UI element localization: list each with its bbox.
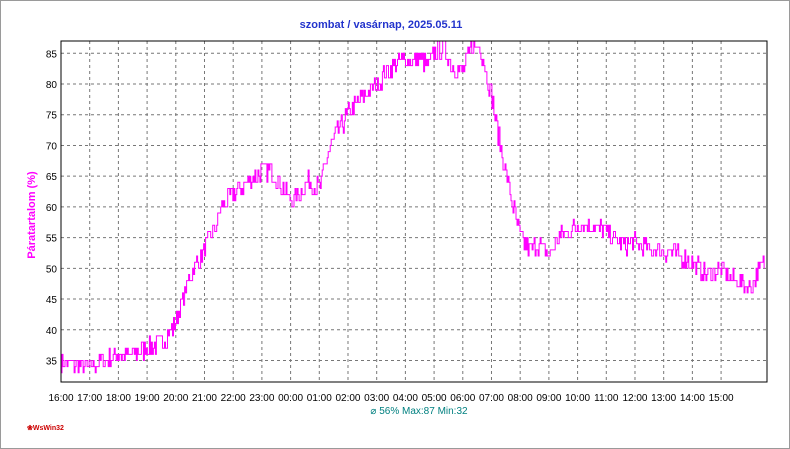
x-tick-label: 11:00	[594, 393, 619, 404]
y-tick-label: 80	[46, 80, 58, 91]
x-tick-label: 06:00	[450, 393, 475, 404]
stats-readout: ⌀ 56% Max:87 Min:32	[370, 406, 468, 417]
y-tick-label: 40	[46, 326, 58, 337]
x-tick-label: 19:00	[135, 393, 160, 404]
x-tick-label: 23:00	[249, 393, 274, 404]
x-tick-label: 02:00	[335, 393, 360, 404]
humidity-series-line	[61, 40, 765, 374]
x-axis-ticks: 16:00 17:00 18:00 19:00 20:00 21:00 22:00 23:00…	[48, 393, 734, 404]
x-tick-label: 09:00	[536, 393, 561, 404]
x-tick-label: 18:00	[106, 393, 131, 404]
y-tick-label: 60	[46, 203, 58, 214]
x-tick-label: 12:00	[622, 393, 647, 404]
x-tick-label: 03:00	[364, 393, 389, 404]
x-tick-label: 10:00	[565, 393, 590, 404]
x-tick-label: 15:00	[709, 393, 734, 404]
x-tick-label: 01:00	[307, 393, 332, 404]
y-tick-label: 65	[46, 172, 58, 183]
y-tick-label: 35	[46, 356, 58, 367]
chart-title: szombat / vasárnap, 2025.05.11	[300, 19, 463, 31]
x-tick-label: 16:00	[48, 393, 73, 404]
x-tick-label: 17:00	[77, 393, 102, 404]
x-tick-label: 21:00	[192, 393, 217, 404]
x-tick-label: 04:00	[393, 393, 418, 404]
y-tick-label: 50	[46, 264, 58, 275]
y-axis-label: Páratartalom (%)	[26, 171, 38, 259]
x-tick-label: 14:00	[680, 393, 705, 404]
y-tick-label: 45	[46, 295, 58, 306]
y-tick-label: 70	[46, 141, 58, 152]
x-tick-label: 05:00	[422, 393, 447, 404]
x-tick-label: 07:00	[479, 393, 504, 404]
y-axis-ticks: 35 40 45 50 55 60 65 70 75 80 85	[46, 49, 58, 367]
y-tick-label: 55	[46, 234, 58, 245]
plot-area	[61, 40, 765, 374]
grid	[61, 41, 767, 382]
x-tick-label: 22:00	[221, 393, 246, 404]
x-tick-label: 00:00	[278, 393, 303, 404]
wswin-logo: ❀WsWin32	[27, 424, 64, 432]
x-tick-label: 20:00	[163, 393, 188, 404]
plot-border	[60, 40, 768, 383]
x-tick-label: 08:00	[508, 393, 533, 404]
y-tick-label: 85	[46, 49, 58, 60]
x-tick-label: 13:00	[651, 393, 676, 404]
y-tick-label: 75	[46, 111, 58, 122]
